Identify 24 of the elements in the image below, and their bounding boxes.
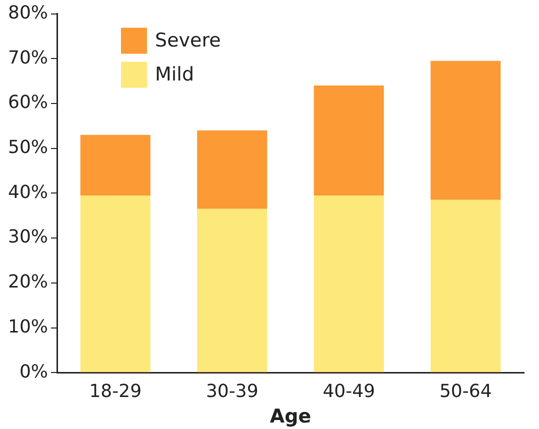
- bar: [430, 60, 501, 200]
- y-tick-label: 80%: [8, 2, 48, 24]
- bar: [314, 195, 384, 372]
- y-tick-label: 30%: [8, 226, 48, 248]
- y-tick-label: 10%: [8, 316, 48, 338]
- bar: [197, 130, 268, 209]
- y-tick-label: 50%: [8, 137, 48, 158]
- x-tick-label: 30-39: [206, 381, 258, 402]
- x-tick-label: 50-64: [439, 381, 492, 402]
- legend-label: Severe: [155, 30, 221, 52]
- bar: [80, 195, 150, 372]
- y-tick-label: 20%: [8, 272, 48, 293]
- y-tick-label: 40%: [8, 182, 48, 203]
- y-tick-label: 70%: [8, 47, 48, 68]
- bar: [430, 200, 501, 372]
- bar: [80, 134, 150, 196]
- bar: [197, 208, 268, 372]
- x-tick-label: 40-49: [322, 381, 376, 402]
- x-axis-title: Age: [270, 406, 312, 428]
- bar: [314, 86, 384, 196]
- legend-label: Mild: [155, 64, 194, 86]
- y-tick-label: 60%: [8, 92, 48, 114]
- x-tick-label: 18-29: [89, 381, 142, 402]
- y-tick-label: 0%: [19, 361, 48, 382]
